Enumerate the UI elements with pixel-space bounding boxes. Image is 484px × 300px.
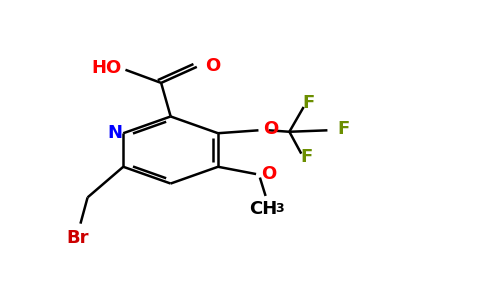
Text: O: O (205, 57, 221, 75)
Text: F: F (300, 148, 312, 166)
Text: O: O (263, 120, 278, 138)
Text: HO: HO (91, 59, 121, 77)
Text: 3: 3 (275, 202, 284, 215)
Text: CH: CH (249, 200, 277, 218)
Text: Br: Br (67, 229, 90, 247)
Text: O: O (261, 165, 276, 183)
Text: F: F (302, 94, 315, 112)
Text: F: F (337, 120, 349, 138)
Text: N: N (107, 124, 122, 142)
